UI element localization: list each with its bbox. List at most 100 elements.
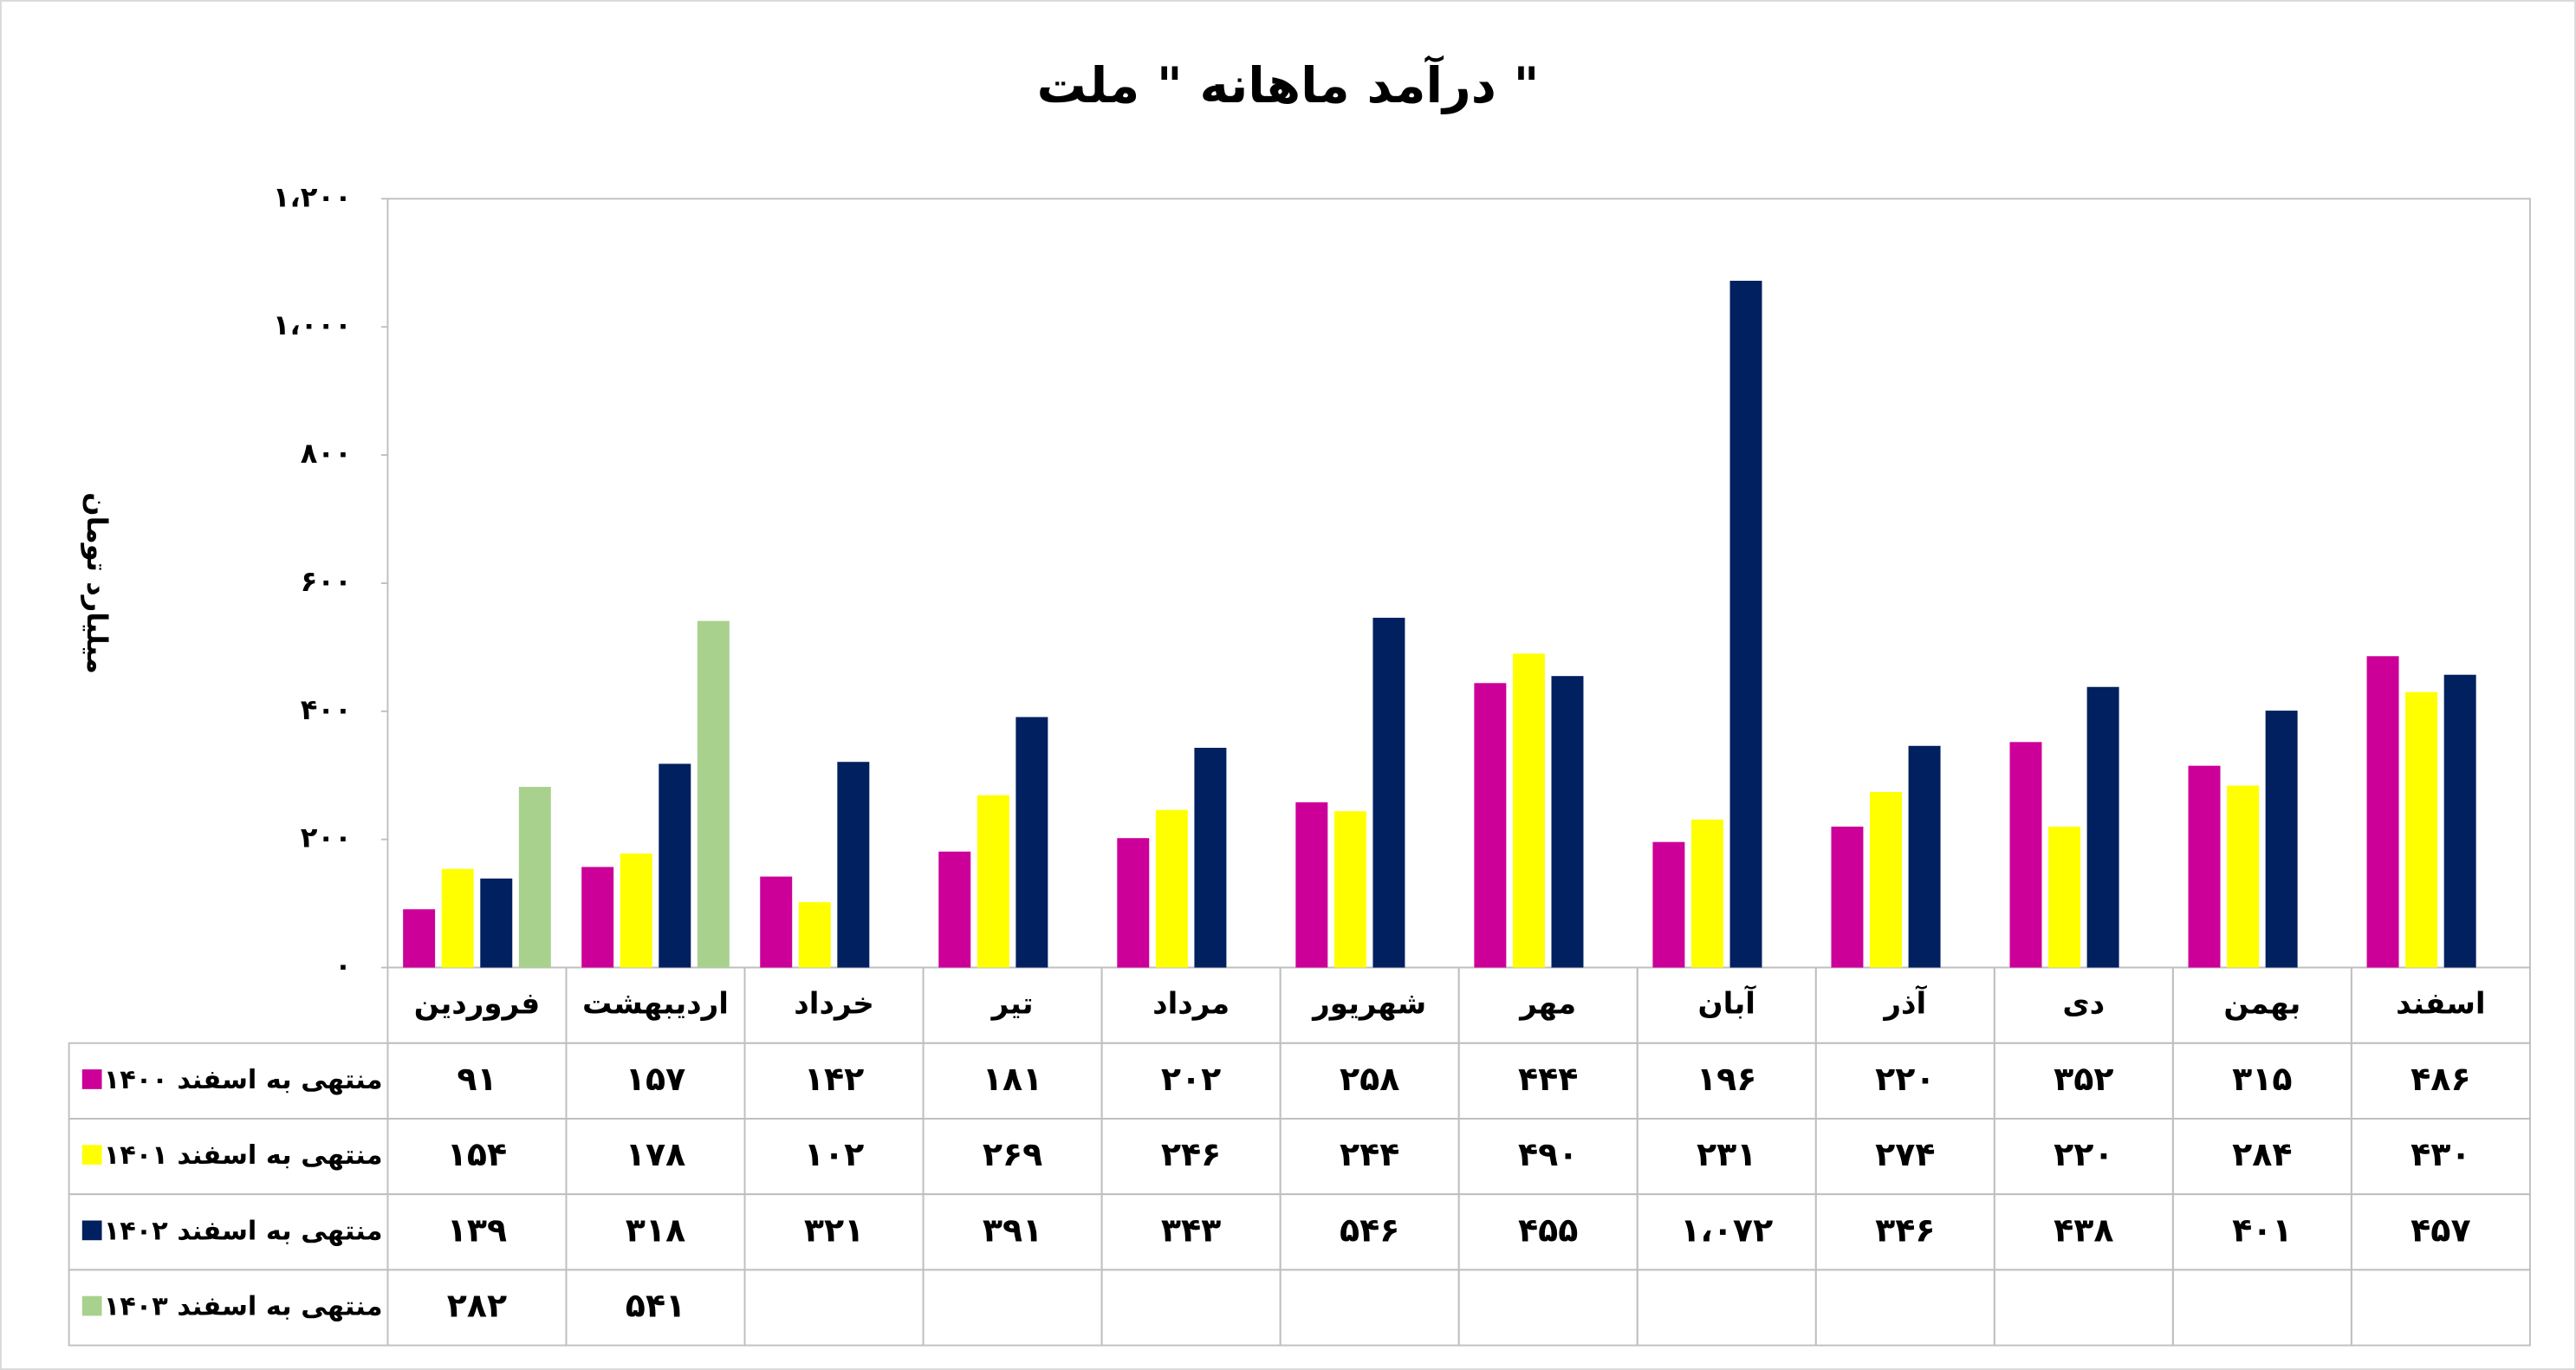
data-label: ۵۴۱ bbox=[626, 1286, 685, 1324]
y-tick-label: ۰ bbox=[334, 950, 352, 983]
x-tick-label: فروردین bbox=[414, 987, 540, 1022]
legend-swatch bbox=[81, 1220, 102, 1241]
data-label: ۲۵۸ bbox=[1340, 1060, 1399, 1098]
data-label: ۴۹۰ bbox=[1518, 1135, 1578, 1173]
bar bbox=[1194, 747, 1227, 968]
y-axis-label: میلیارد تومان bbox=[81, 492, 114, 674]
data-label: ۴۸۶ bbox=[2411, 1060, 2470, 1098]
data-label: ۹۱ bbox=[457, 1060, 496, 1098]
table-cell bbox=[2350, 1269, 2531, 1347]
chart-title: درآمد ماهانه " ملت " bbox=[1037, 55, 1540, 114]
x-tick-label: تیر bbox=[990, 987, 1034, 1022]
legend-swatch bbox=[81, 1145, 102, 1165]
bar bbox=[1295, 802, 1328, 968]
x-tick-label: بهمن bbox=[2223, 987, 2300, 1022]
data-label: ۲۸۴ bbox=[2232, 1135, 2292, 1173]
x-tick-label: اردیبهشت bbox=[582, 987, 729, 1022]
bar bbox=[1015, 717, 1048, 968]
data-label: ۳۱۵ bbox=[2232, 1060, 2292, 1098]
x-tick-label: اسفند bbox=[2396, 987, 2485, 1022]
bar bbox=[2227, 785, 2260, 968]
bar bbox=[581, 867, 614, 968]
legend-label: منتهی به اسفند ۱۴۰۳ bbox=[104, 1291, 383, 1321]
data-label: ۱۹۶ bbox=[1697, 1060, 1756, 1098]
data-label: ۵۴۶ bbox=[1340, 1211, 1399, 1249]
y-tick-label: ۱،۲۰۰ bbox=[273, 180, 352, 213]
bar bbox=[1729, 281, 1762, 968]
y-tick-label: ۶۰۰ bbox=[301, 565, 352, 598]
bar bbox=[1474, 683, 1507, 968]
bar bbox=[518, 787, 551, 968]
data-label: ۲۰۲ bbox=[1161, 1060, 1221, 1098]
bar bbox=[620, 853, 652, 968]
bar bbox=[1690, 819, 1723, 968]
legend-label: منتهی به اسفند ۱۴۰۰ bbox=[104, 1065, 383, 1095]
data-label: ۲۴۴ bbox=[1340, 1135, 1399, 1173]
bar bbox=[1551, 676, 1584, 968]
bar bbox=[1155, 809, 1188, 968]
bar bbox=[2405, 691, 2438, 968]
data-label: ۴۳۸ bbox=[2054, 1211, 2113, 1249]
x-tick-label: شهریور bbox=[1311, 987, 1426, 1022]
data-label: ۲۶۹ bbox=[983, 1135, 1042, 1173]
data-label: ۴۳۰ bbox=[2411, 1135, 2470, 1173]
legend-swatch bbox=[81, 1295, 102, 1316]
data-label: ۴۵۷ bbox=[2411, 1211, 2470, 1249]
data-label: ۱۴۲ bbox=[804, 1060, 864, 1098]
data-label: ۱۳۹ bbox=[447, 1211, 507, 1249]
data-label: ۳۴۶ bbox=[1875, 1211, 1935, 1249]
bar bbox=[1908, 745, 1941, 968]
bar bbox=[1372, 617, 1405, 968]
y-tick-label: ۲۰۰ bbox=[301, 821, 352, 854]
data-label: ۴۰۱ bbox=[2232, 1211, 2292, 1249]
y-tick-label: ۴۰۰ bbox=[301, 693, 352, 726]
bar bbox=[1512, 653, 1545, 968]
bar bbox=[798, 902, 831, 968]
data-label: ۳۴۳ bbox=[1161, 1211, 1221, 1249]
legend-label: منتهی به اسفند ۱۴۰۱ bbox=[104, 1140, 383, 1171]
bar bbox=[2009, 742, 2042, 968]
data-label: ۱،۰۷۲ bbox=[1680, 1211, 1773, 1249]
bar bbox=[659, 763, 691, 968]
data-label: ۴۴۴ bbox=[1518, 1060, 1578, 1098]
data-label: ۲۲۰ bbox=[2054, 1135, 2113, 1173]
legend-label: منتهی به اسفند ۱۴۰۲ bbox=[104, 1216, 383, 1246]
data-label: ۳۵۲ bbox=[2054, 1060, 2113, 1098]
x-tick-label: خرداد bbox=[794, 987, 874, 1022]
bar bbox=[1117, 838, 1150, 968]
bar bbox=[2443, 674, 2476, 968]
bar bbox=[2086, 686, 2119, 968]
bar bbox=[697, 620, 730, 968]
bar bbox=[1333, 811, 1366, 968]
bar bbox=[2048, 826, 2081, 968]
x-tick-label: مهر bbox=[1518, 987, 1576, 1022]
data-label: ۳۹۱ bbox=[983, 1211, 1042, 1249]
data-label: ۴۵۵ bbox=[1518, 1211, 1578, 1249]
data-label: ۳۱۸ bbox=[626, 1211, 685, 1249]
bar bbox=[1831, 826, 1864, 968]
data-label: ۲۷۴ bbox=[1875, 1135, 1935, 1173]
bar bbox=[938, 851, 971, 968]
x-tick-label: آذر bbox=[1882, 985, 1927, 1022]
bar bbox=[1652, 841, 1685, 968]
data-label: ۳۲۱ bbox=[804, 1211, 864, 1249]
x-tick-label: آبان bbox=[1698, 985, 1757, 1022]
data-label: ۲۸۲ bbox=[447, 1286, 507, 1324]
bar bbox=[403, 909, 436, 968]
bar bbox=[760, 876, 793, 968]
data-label: ۱۸۱ bbox=[983, 1060, 1042, 1098]
x-tick-label: دی bbox=[2062, 987, 2105, 1022]
data-label: ۲۲۰ bbox=[1875, 1060, 1935, 1098]
bar bbox=[2366, 656, 2399, 968]
data-label: ۱۵۷ bbox=[626, 1060, 685, 1098]
data-label: ۱۰۲ bbox=[804, 1135, 864, 1173]
data-label: ۱۷۸ bbox=[626, 1135, 685, 1173]
y-tick-label: ۱،۰۰۰ bbox=[273, 308, 352, 341]
bar bbox=[837, 762, 870, 968]
bar bbox=[2265, 711, 2298, 968]
data-label: ۱۵۴ bbox=[447, 1135, 507, 1173]
x-tick-label: مرداد bbox=[1152, 987, 1230, 1022]
